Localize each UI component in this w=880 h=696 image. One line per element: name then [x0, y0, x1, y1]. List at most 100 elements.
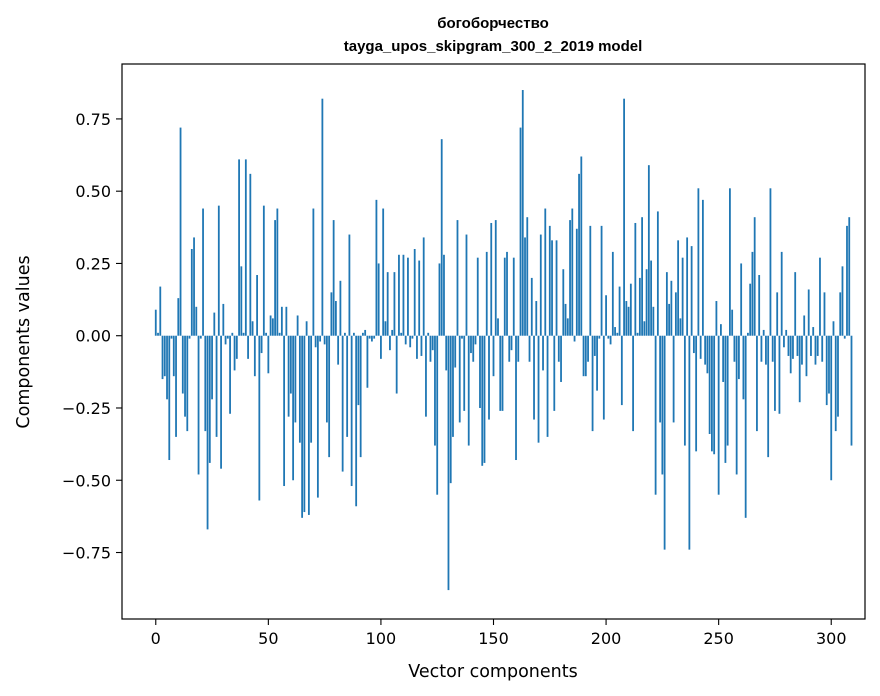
bar-278 [780, 251, 783, 336]
bar-285 [796, 335, 799, 356]
bar-118 [420, 335, 423, 356]
bar-230 [672, 335, 675, 423]
bar-277 [778, 335, 781, 414]
bar-212 [632, 335, 634, 432]
bar-112 [407, 257, 409, 336]
bar-113 [409, 335, 412, 348]
bar-88 [353, 332, 355, 336]
bar-152 [497, 318, 499, 336]
bar-251 [720, 324, 722, 336]
bar-54 [276, 208, 279, 336]
bar-93 [364, 329, 367, 336]
bar-16 [190, 249, 193, 336]
bar-107 [395, 335, 398, 394]
bar-83 [341, 335, 344, 472]
bar-105 [391, 329, 394, 336]
bar-56 [280, 306, 283, 336]
bar-77 [328, 335, 331, 458]
bar-1 [157, 332, 159, 336]
bar-167 [530, 277, 533, 336]
bar-272 [767, 335, 770, 458]
bar-120 [425, 335, 427, 417]
bar-178 [555, 240, 558, 336]
bar-246 [708, 335, 711, 434]
bar-300 [830, 335, 833, 481]
bar-298 [825, 335, 828, 406]
bar-303 [837, 335, 839, 417]
bar-233 [679, 318, 682, 336]
bar-98 [375, 199, 378, 336]
bar-119 [422, 237, 425, 336]
bar-301 [832, 321, 835, 336]
bar-247 [711, 335, 713, 452]
bar-171 [539, 234, 542, 336]
bar-11 [179, 127, 182, 336]
bar-266 [753, 217, 756, 336]
bar-192 [587, 335, 589, 362]
bar-122 [429, 335, 432, 362]
bar-292 [812, 327, 815, 336]
bar-189 [580, 156, 583, 336]
bar-131 [449, 335, 452, 484]
bar-267 [756, 335, 758, 432]
bar-130 [447, 335, 450, 591]
bar-165 [526, 217, 529, 336]
bar-286 [798, 335, 801, 403]
bar-291 [810, 335, 812, 356]
bar-279 [783, 335, 785, 348]
bar-103 [386, 272, 389, 336]
bar-42 [249, 173, 252, 336]
bar-126 [438, 263, 441, 336]
bar-30 [222, 303, 225, 336]
bar-180 [560, 335, 562, 382]
bar-25 [211, 335, 213, 400]
bar-161 [517, 335, 520, 362]
bar-114 [411, 335, 414, 339]
bar-84 [344, 332, 346, 336]
bar-264 [749, 283, 752, 336]
bar-248 [713, 335, 716, 455]
bar-87 [350, 335, 353, 487]
bar-205 [616, 332, 619, 336]
bar-68 [307, 335, 310, 515]
bar-40 [244, 159, 247, 336]
bar-245 [706, 335, 709, 374]
bar-182 [564, 303, 567, 336]
bar-209 [625, 301, 628, 336]
bar-5 [166, 335, 168, 400]
bar-50 [267, 335, 270, 374]
bar-46 [258, 335, 261, 501]
x-tick-label: 150 [478, 629, 509, 648]
bar-283 [792, 335, 794, 359]
bar-240 [695, 335, 698, 452]
bar-260 [740, 263, 743, 336]
bar-104 [389, 335, 391, 351]
bar-78 [330, 292, 333, 336]
x-tick-label: 0 [151, 629, 161, 648]
bar-29 [220, 335, 222, 469]
bar-140 [470, 335, 472, 354]
bar-2 [159, 286, 162, 336]
bar-139 [467, 335, 470, 446]
bar-252 [722, 335, 725, 382]
bar-250 [717, 335, 720, 495]
bar-148 [488, 335, 490, 420]
bar-39 [242, 332, 245, 336]
bar-309 [850, 335, 853, 446]
bar-91 [359, 335, 362, 458]
bar-253 [724, 335, 727, 463]
bar-146 [483, 335, 486, 463]
bar-138 [465, 234, 468, 336]
bar-86 [348, 234, 351, 336]
bar-162 [519, 127, 522, 336]
bar-144 [479, 335, 481, 408]
bar-106 [393, 272, 396, 336]
bar-110 [402, 254, 405, 336]
bar-203 [611, 251, 614, 336]
bar-108 [398, 254, 400, 336]
bar-168 [533, 335, 535, 420]
bar-188 [578, 173, 580, 336]
bar-269 [760, 335, 763, 362]
bar-206 [618, 286, 621, 336]
